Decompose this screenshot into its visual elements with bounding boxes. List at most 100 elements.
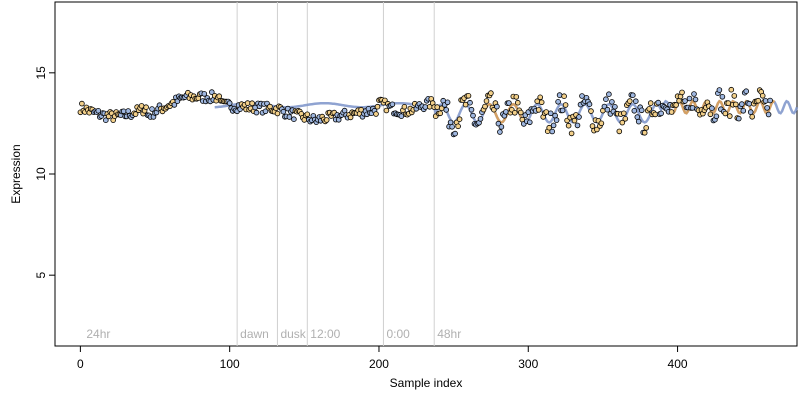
data-point <box>746 100 752 107</box>
data-point <box>767 97 773 104</box>
data-point <box>586 101 593 107</box>
data-point <box>253 109 260 116</box>
data-point <box>574 122 581 129</box>
data-point <box>728 86 735 93</box>
data-point <box>483 98 490 104</box>
data-point <box>546 124 552 131</box>
data-point <box>482 103 488 110</box>
data-point <box>641 130 648 136</box>
data-point <box>497 129 503 135</box>
data-point <box>579 93 585 99</box>
data-point <box>612 104 618 110</box>
data-point <box>609 99 615 105</box>
data-point <box>226 100 233 106</box>
data-point <box>443 107 450 113</box>
data-point <box>682 98 688 104</box>
data-point <box>571 117 578 124</box>
data-point <box>553 117 560 123</box>
data-point <box>494 103 500 110</box>
data-point <box>434 104 441 110</box>
data-point <box>691 91 697 97</box>
data-point <box>304 111 311 118</box>
data-point <box>709 105 715 111</box>
data-point <box>249 100 255 106</box>
data-point <box>731 93 738 99</box>
data-point <box>686 95 693 102</box>
phase-marker-layer: 24hr dawn dusk 12:00 0:00 48hr <box>86 2 461 346</box>
data-point <box>594 126 600 133</box>
x-tick-label: 400 <box>668 357 688 371</box>
data-point <box>655 99 661 106</box>
data-point <box>604 106 611 113</box>
data-point <box>646 106 652 112</box>
data-point <box>323 117 330 123</box>
data-point <box>449 124 455 130</box>
data-point <box>603 96 609 102</box>
data-point <box>735 115 742 122</box>
data-point-layer <box>77 86 773 138</box>
data-point <box>511 110 518 116</box>
data-point <box>537 94 543 101</box>
x-tick-label: 100 <box>220 357 240 371</box>
data-point <box>749 114 755 120</box>
data-point <box>456 116 463 122</box>
data-point <box>552 112 558 119</box>
data-point <box>125 108 131 114</box>
data-point <box>606 91 612 97</box>
data-point <box>347 114 354 121</box>
data-point <box>513 94 520 100</box>
data-point <box>401 104 408 110</box>
data-point <box>465 93 472 99</box>
x-tick-label: 200 <box>369 357 389 371</box>
y-tick-label: 5 <box>34 272 48 279</box>
data-point <box>719 94 726 100</box>
data-point <box>588 108 594 114</box>
data-point <box>538 99 545 106</box>
data-point <box>716 87 723 93</box>
data-point <box>643 125 649 131</box>
data-point <box>738 101 745 107</box>
data-point <box>658 110 664 117</box>
data-point <box>726 113 733 119</box>
data-point <box>477 116 484 122</box>
data-point <box>262 108 269 115</box>
data-point <box>635 118 642 125</box>
data-point <box>138 103 145 109</box>
data-point <box>95 108 102 114</box>
data-point <box>555 99 561 105</box>
data-point <box>589 123 596 129</box>
data-point <box>149 106 155 112</box>
data-point <box>692 96 699 103</box>
data-point <box>143 104 149 110</box>
data-point <box>517 109 524 116</box>
data-point <box>171 102 178 108</box>
data-point <box>732 101 739 108</box>
data-point <box>550 122 557 129</box>
data-point <box>762 98 769 104</box>
data-point <box>626 98 633 104</box>
x-tick-label: 0 <box>77 357 84 371</box>
data-point <box>301 117 308 123</box>
data-point <box>743 88 749 94</box>
data-point <box>79 100 85 107</box>
x-tick-label: 300 <box>518 357 538 371</box>
data-point <box>722 110 729 117</box>
data-point <box>622 116 629 122</box>
data-point <box>374 103 381 110</box>
data-point <box>452 130 458 137</box>
data-point <box>668 109 675 115</box>
data-point <box>467 99 473 106</box>
data-point <box>373 111 379 117</box>
data-point <box>576 114 582 120</box>
data-point <box>291 116 297 122</box>
data-point <box>562 102 569 108</box>
phase-marker-label: dawn <box>240 327 269 341</box>
data-point <box>556 92 563 98</box>
data-point <box>514 99 521 106</box>
data-point <box>759 93 766 99</box>
data-point <box>707 111 714 118</box>
data-point <box>725 100 732 106</box>
data-point <box>647 100 654 106</box>
